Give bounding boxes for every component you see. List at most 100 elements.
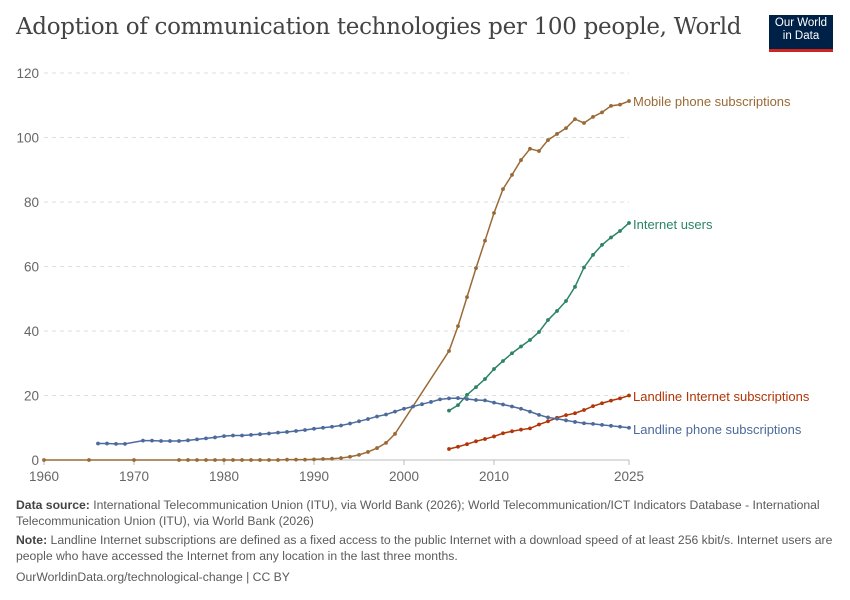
data-point xyxy=(339,456,343,460)
data-point xyxy=(348,421,352,426)
data-point xyxy=(447,349,451,353)
data-point xyxy=(186,458,190,462)
data-point xyxy=(465,295,469,300)
data-point xyxy=(492,400,496,405)
note-text: Landline Internet subscriptions are defi… xyxy=(16,533,833,563)
data-point xyxy=(501,359,505,363)
data-point xyxy=(528,338,532,342)
note-label: Note: xyxy=(16,533,48,547)
data-point xyxy=(159,439,163,443)
y-tick-label: 0 xyxy=(31,453,39,468)
data-point xyxy=(519,406,523,411)
data-point xyxy=(204,436,208,441)
data-point xyxy=(456,403,460,408)
data-point xyxy=(384,412,388,417)
data-point xyxy=(267,458,271,462)
data-point xyxy=(123,441,127,446)
x-tick-label: 2010 xyxy=(479,469,509,484)
data-point xyxy=(213,435,217,440)
series-label[interactable]: Landline phone subscriptions xyxy=(633,422,802,437)
data-point xyxy=(546,318,550,322)
data-point xyxy=(555,132,559,136)
y-tick-label: 60 xyxy=(24,260,39,275)
data-point xyxy=(204,458,208,462)
data-point xyxy=(555,309,559,313)
line-chart: 0 20 40 60 80 100 120 1960 1970 1980 1990 2000 2010 2… xyxy=(16,66,810,484)
data-point xyxy=(582,265,586,270)
data-point xyxy=(312,426,316,431)
data-point xyxy=(591,421,595,426)
data-point xyxy=(600,242,604,247)
data-point xyxy=(510,404,514,409)
data-point xyxy=(186,438,190,443)
data-point xyxy=(222,458,226,462)
data-point xyxy=(258,432,262,437)
data-point xyxy=(402,406,406,411)
chart-title: Adoption of communication technologies p… xyxy=(16,14,742,40)
x-tick-label: 2000 xyxy=(389,469,419,484)
data-point xyxy=(96,441,100,446)
x-tick-label: 2025 xyxy=(614,469,644,484)
data-point xyxy=(492,434,496,439)
data-point xyxy=(591,252,595,257)
series-line xyxy=(448,222,630,412)
data-point xyxy=(483,238,487,243)
data-point xyxy=(87,458,91,462)
data-point xyxy=(222,434,226,439)
data-point xyxy=(537,149,541,153)
data-point xyxy=(492,367,496,371)
data-point xyxy=(546,138,550,142)
data-point xyxy=(483,437,487,441)
data-point xyxy=(357,419,361,424)
series-label[interactable]: Mobile phone subscriptions xyxy=(633,94,791,109)
data-point xyxy=(177,439,181,443)
data-point xyxy=(474,266,478,271)
data-point xyxy=(366,450,370,454)
data-point xyxy=(627,99,631,103)
data-point xyxy=(411,404,415,409)
data-point xyxy=(627,221,631,225)
data-point xyxy=(447,408,451,413)
data-point xyxy=(537,422,541,427)
data-point xyxy=(231,433,235,438)
owid-logo[interactable]: Our World in Data xyxy=(769,15,833,52)
x-tick-label: 1980 xyxy=(209,469,239,484)
data-point xyxy=(600,422,604,427)
data-point xyxy=(456,324,460,329)
data-point xyxy=(582,421,586,426)
data-point xyxy=(501,431,505,436)
data-point xyxy=(132,458,136,462)
credit-link[interactable]: OurWorldinData.org/technological-change … xyxy=(16,570,290,584)
series-label[interactable]: Landline Internet subscriptions xyxy=(633,389,810,404)
data-point xyxy=(456,396,460,400)
data-point xyxy=(366,417,370,421)
source-text[interactable]: International Telecommunication Union (I… xyxy=(16,498,820,528)
data-point xyxy=(573,117,577,122)
data-point xyxy=(375,414,379,419)
data-point xyxy=(537,412,541,417)
data-point xyxy=(114,441,118,446)
data-point xyxy=(285,457,289,462)
data-source: Data source: International Telecommunica… xyxy=(16,497,836,529)
note: Note: Landline Internet subscriptions ar… xyxy=(16,532,836,564)
data-point xyxy=(474,398,478,402)
data-point xyxy=(276,430,280,435)
data-point xyxy=(294,429,298,433)
data-point xyxy=(330,456,334,461)
data-point xyxy=(447,447,451,451)
data-point xyxy=(375,446,379,450)
data-point xyxy=(105,441,109,446)
data-point xyxy=(501,187,505,192)
data-point xyxy=(249,432,253,437)
data-point xyxy=(609,423,613,428)
data-point xyxy=(501,402,505,407)
data-point xyxy=(609,103,613,108)
data-point xyxy=(393,431,397,436)
data-point xyxy=(483,377,487,381)
data-point xyxy=(573,284,577,289)
data-point xyxy=(510,173,514,177)
data-point xyxy=(321,425,325,430)
source-label: Data source: xyxy=(16,498,90,512)
series-label[interactable]: Internet users xyxy=(633,217,713,232)
data-point xyxy=(600,110,604,115)
